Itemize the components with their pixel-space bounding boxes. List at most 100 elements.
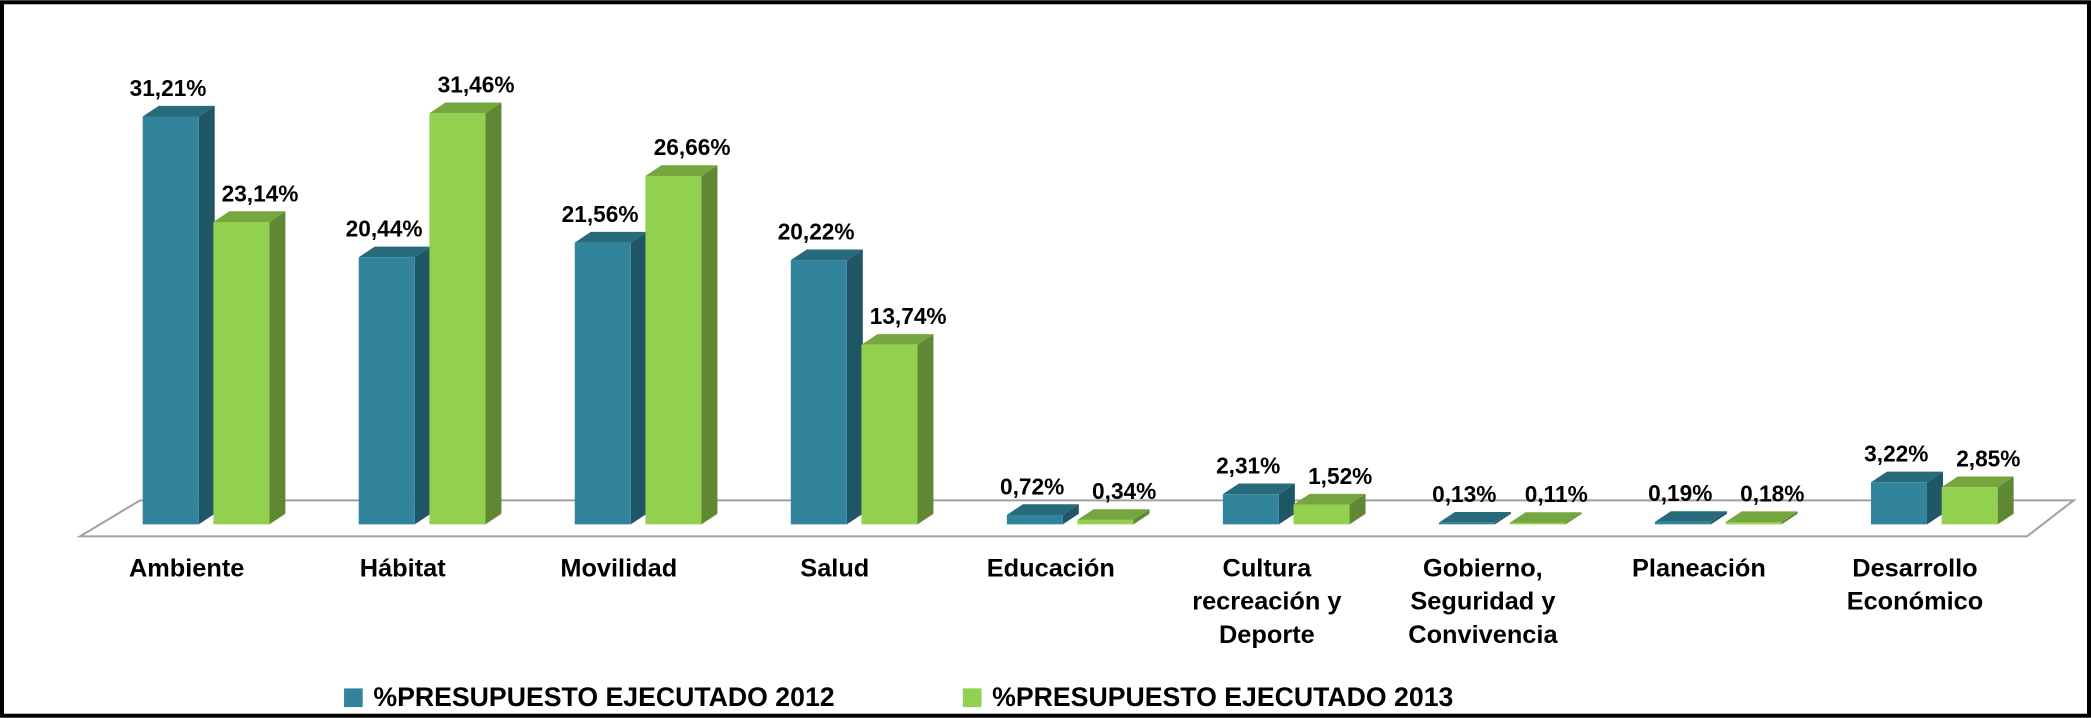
bar-side: [1997, 476, 2014, 525]
bar-side: [1349, 493, 1366, 525]
bar: [358, 246, 431, 525]
bar-front: [1941, 487, 1998, 525]
bar-top: [1870, 471, 1943, 483]
bar-side: [630, 231, 647, 525]
bar: [1438, 511, 1511, 525]
legend-label: %PRESUPUESTO EJECUTADO 2013: [992, 682, 1453, 712]
bar: [645, 165, 718, 525]
data-label: 1,52%: [1308, 463, 1372, 489]
x-tick-label: Gobierno, Seguridad y Convivencia: [1408, 555, 1558, 650]
bar-side: [1494, 511, 1511, 525]
bar-front: [1438, 522, 1495, 525]
bar-side: [414, 246, 431, 525]
bar-side: [1133, 509, 1150, 525]
data-label: 0,72%: [1000, 473, 1064, 499]
bar: [1006, 504, 1079, 525]
bar: [861, 334, 934, 525]
bar-front: [1222, 494, 1279, 525]
bar-top: [1509, 512, 1582, 523]
x-tick-label: Hábitat: [359, 555, 446, 584]
x-tick-label: Ambiente: [128, 555, 245, 584]
bar-side: [1278, 483, 1295, 525]
bar-top: [429, 102, 502, 114]
x-tick-label-box: Ambiente: [128, 555, 245, 584]
x-tick-label-box: Desarrollo Económico: [1846, 555, 1984, 617]
x-tick-label-box: Educación: [986, 555, 1115, 584]
bar: [213, 211, 286, 525]
bar-side: [1565, 512, 1582, 525]
bar-front: [574, 242, 631, 525]
bar-front: [142, 116, 199, 525]
data-label: 2,31%: [1216, 452, 1280, 478]
data-label: 31,46%: [438, 72, 515, 98]
bar-front: [1293, 504, 1350, 525]
bar-front: [861, 344, 918, 525]
bar: [429, 102, 502, 525]
bar-top: [358, 246, 431, 258]
bar-top: [1438, 511, 1511, 523]
bar: [142, 105, 215, 525]
bar-top: [645, 165, 718, 176]
bar-side: [269, 211, 286, 525]
bar-front: [790, 260, 847, 525]
bar-front: [1006, 514, 1063, 525]
bar: [1941, 476, 2014, 525]
data-label: 0,19%: [1648, 480, 1712, 506]
x-tick-label: Movilidad: [560, 555, 678, 584]
x-tick-label: Desarrollo Económico: [1846, 555, 1984, 617]
legend-label: %PRESUPUESTO EJECUTADO 2012: [373, 682, 834, 712]
bar-top: [1941, 476, 2014, 488]
bar: [1509, 512, 1582, 525]
bar-top: [142, 105, 215, 117]
x-tick-label: Educación: [986, 555, 1115, 584]
bar: [1870, 471, 1943, 525]
bar-top: [574, 231, 647, 243]
bar: [1654, 511, 1727, 525]
bar-top: [1222, 483, 1295, 495]
bar-front: [1725, 522, 1782, 525]
data-label: 31,21%: [130, 75, 207, 101]
data-label: 20,22%: [778, 218, 855, 244]
x-tick-label-box: Salud: [800, 555, 870, 584]
bar-front: [1509, 522, 1566, 525]
bar: [790, 249, 863, 525]
data-label: 3,22%: [1864, 441, 1928, 467]
x-tick-label-box: Hábitat: [359, 555, 446, 584]
data-label: 26,66%: [654, 134, 731, 160]
bar-top: [790, 249, 863, 261]
bar: [1222, 483, 1295, 525]
bar-top: [1077, 509, 1150, 520]
bar-top: [1006, 504, 1079, 515]
bar-side: [1926, 471, 1943, 525]
bar-top: [213, 211, 286, 222]
data-label: 0,18%: [1740, 480, 1804, 506]
legend-swatch: [962, 688, 982, 708]
bar-top: [1293, 493, 1366, 505]
bar-front: [1870, 482, 1927, 525]
bar-front: [358, 257, 415, 525]
bar: [1293, 493, 1366, 525]
bar-front: [1077, 519, 1134, 525]
bar-top: [861, 334, 934, 345]
x-tick-label: Salud: [800, 555, 870, 584]
x-tick-label: Planeación: [1632, 555, 1766, 584]
bar: [574, 231, 647, 525]
bar-side: [1062, 504, 1079, 525]
bar-front: [429, 113, 486, 525]
data-label: 23,14%: [222, 180, 299, 206]
data-label: 20,44%: [346, 216, 423, 242]
legend-swatch: [344, 688, 363, 708]
data-label: 2,85%: [1956, 445, 2020, 471]
x-tick-label-box: Movilidad: [560, 555, 678, 584]
bar-side: [701, 165, 718, 525]
data-label: 0,34%: [1092, 478, 1156, 504]
bar-front: [645, 175, 702, 525]
bar-front: [213, 221, 270, 525]
bar-side: [846, 249, 863, 525]
bar-top: [1725, 511, 1798, 523]
bar-side: [917, 334, 934, 525]
x-tick-label-box: Gobierno, Seguridad y Convivencia: [1408, 555, 1558, 650]
